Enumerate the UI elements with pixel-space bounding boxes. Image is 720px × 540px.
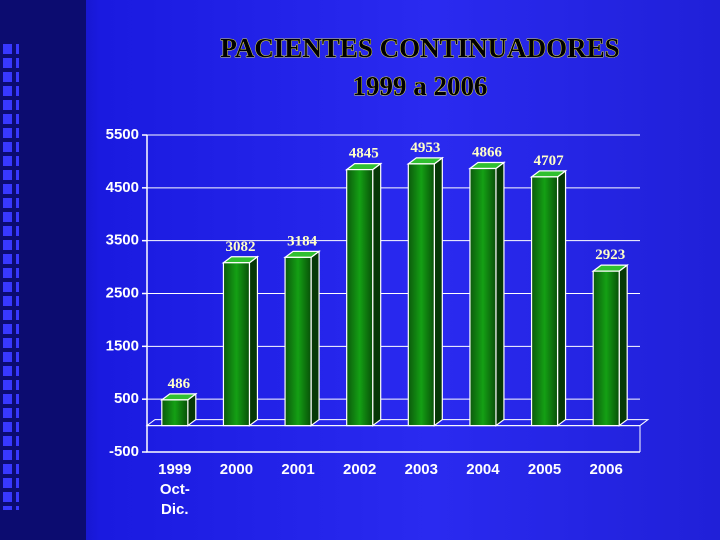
value-label: 3184 <box>287 233 318 249</box>
x-tick-label: 2001 <box>281 461 315 478</box>
x-tick-label: 2000 <box>219 461 254 478</box>
bar-side <box>556 169 567 427</box>
bar <box>530 176 559 427</box>
side-squares <box>3 40 19 510</box>
value-label: 3082 <box>225 239 255 255</box>
y-tick-label: 4500 <box>106 179 139 196</box>
bar <box>592 270 620 427</box>
bar <box>161 399 189 427</box>
value-label: 2923 <box>595 247 625 263</box>
bar-side <box>618 263 628 427</box>
bar <box>407 163 435 427</box>
y-tick-label: 1500 <box>106 337 139 354</box>
value-label: 4707 <box>534 153 565 169</box>
x-tick-label: 2003 <box>404 461 438 478</box>
bar <box>346 169 374 427</box>
y-tick-label: 5500 <box>106 126 139 143</box>
x-tick-label: 2002 <box>343 461 377 478</box>
y-tick-label: -500 <box>109 443 139 460</box>
bar-side <box>372 162 382 427</box>
chart-subtitle: 1999 a 2006 <box>353 71 488 101</box>
x-tick-label: 1999 Oct-Dic. <box>158 461 192 518</box>
bar <box>222 262 251 427</box>
value-label: 4866 <box>472 144 503 160</box>
bar-side <box>495 161 505 427</box>
value-label: 486 <box>168 376 191 392</box>
bar <box>284 256 312 427</box>
bar <box>469 167 497 427</box>
x-tick-label: 2005 <box>527 461 562 478</box>
y-tick-label: 500 <box>114 390 139 407</box>
x-tick-label: 2006 <box>589 461 623 478</box>
bar-side <box>433 156 443 427</box>
bar-side <box>310 250 320 427</box>
value-label: 4953 <box>410 140 440 156</box>
y-tick-label: 2500 <box>106 284 139 301</box>
chart-title: PACIENTES CONTINUADORES <box>220 33 619 63</box>
value-label: 4845 <box>349 146 379 162</box>
bar-side <box>248 255 259 427</box>
floor <box>145 419 650 427</box>
y-tick-label: 3500 <box>106 232 139 249</box>
x-tick-label: 2004 <box>466 461 500 478</box>
